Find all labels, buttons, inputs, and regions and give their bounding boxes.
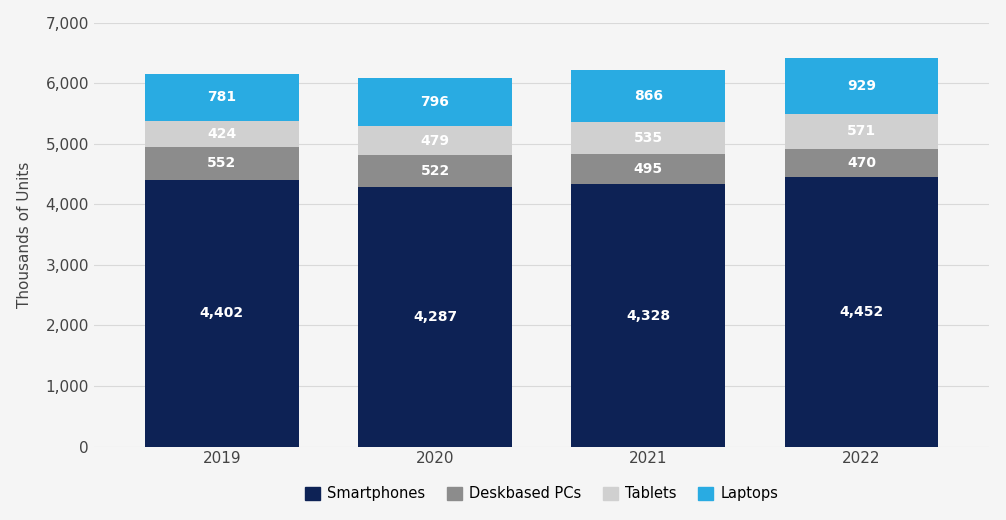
Text: 929: 929	[847, 79, 876, 93]
Bar	[785, 149, 939, 177]
Text: 470: 470	[847, 155, 876, 170]
Text: 781: 781	[207, 90, 236, 104]
Bar	[145, 121, 299, 147]
Text: 479: 479	[421, 134, 450, 148]
Bar	[571, 70, 725, 122]
Bar	[358, 126, 512, 155]
Bar	[358, 155, 512, 187]
Text: 522: 522	[421, 164, 450, 178]
Text: 4,452: 4,452	[839, 305, 883, 319]
Bar	[571, 185, 725, 447]
Text: 4,402: 4,402	[200, 306, 243, 320]
Text: 495: 495	[634, 162, 663, 176]
Bar	[358, 78, 512, 126]
Bar	[785, 58, 939, 114]
Legend: Smartphones, Deskbased PCs, Tablets, Laptops: Smartphones, Deskbased PCs, Tablets, Lap…	[300, 480, 784, 507]
Y-axis label: Thousands of Units: Thousands of Units	[17, 161, 31, 308]
Text: 796: 796	[421, 95, 450, 109]
Text: 4,287: 4,287	[413, 310, 457, 324]
Text: 866: 866	[634, 89, 663, 103]
Bar	[145, 180, 299, 447]
Text: 571: 571	[847, 124, 876, 138]
Bar	[785, 177, 939, 447]
Text: 4,328: 4,328	[626, 308, 670, 322]
Text: 535: 535	[634, 131, 663, 145]
Bar	[145, 147, 299, 180]
Bar	[785, 114, 939, 149]
Bar	[571, 122, 725, 154]
Bar	[145, 74, 299, 121]
Text: 424: 424	[207, 127, 236, 141]
Bar	[571, 154, 725, 185]
Text: 552: 552	[207, 157, 236, 170]
Bar	[358, 187, 512, 447]
